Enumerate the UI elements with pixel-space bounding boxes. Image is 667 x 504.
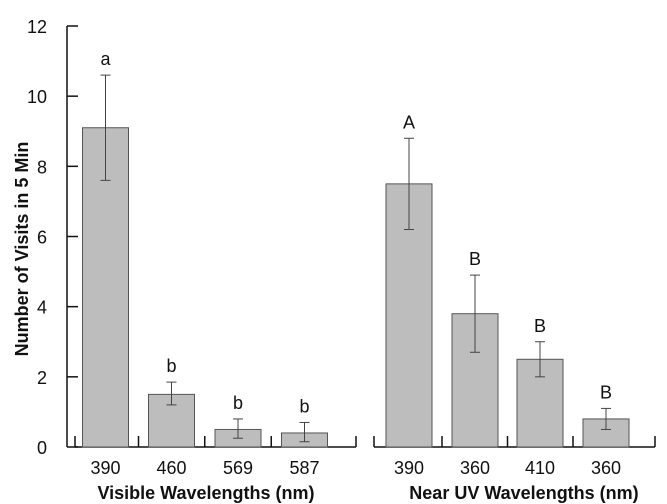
x-axis-label: Near UV Wavelengths (nm) [409,483,638,503]
significance-letter: B [600,382,612,402]
x-tick-label: 360 [591,458,621,478]
y-tick-label: 6 [37,228,47,248]
x-tick-label: 390 [90,458,120,478]
significance-letter: b [299,396,309,416]
x-tick-label: 587 [289,458,319,478]
x-tick-label: 410 [525,458,555,478]
y-tick-label: 0 [37,438,47,458]
x-tick-label: 390 [394,458,424,478]
y-tick-label: 2 [37,368,47,388]
y-tick-label: 4 [37,298,47,318]
x-tick-label: 460 [156,458,186,478]
x-tick-label: 360 [460,458,490,478]
y-axis: 0 2 4 6 8 10 12 [27,17,78,458]
panel-1: a 390 b 460 b 569 b 587 Visible Wavelengths (nm) [75,49,356,503]
chart-panels: a 390 b 460 b 569 b 587 Visible Wavelengths (nm)… [75,49,655,503]
y-tick-label: 8 [37,157,47,177]
significance-letter: b [233,393,243,413]
significance-letter: A [403,112,415,132]
significance-letter: B [469,249,481,269]
y-tick-label: 12 [27,17,47,37]
y-axis-label: Number of Visits in 5 Min [12,142,32,357]
panel-2: A 390 B 360 B 410 B 360 Near UV Wavelengths (nm) [374,112,655,503]
significance-letter: B [534,316,546,336]
y-tick-label: 10 [27,87,47,107]
significance-letter: a [100,49,111,69]
x-axis-label: Visible Wavelengths (nm) [97,483,314,503]
significance-letter: b [166,356,176,376]
x-tick-label: 569 [223,458,253,478]
